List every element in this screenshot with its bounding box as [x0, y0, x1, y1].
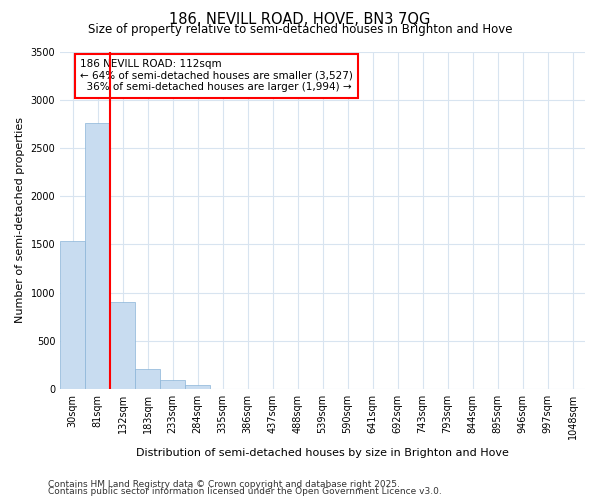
Text: Contains HM Land Registry data © Crown copyright and database right 2025.: Contains HM Land Registry data © Crown c…: [48, 480, 400, 489]
Bar: [85, 123, 110, 389]
Bar: [135, 370, 160, 389]
Bar: [160, 380, 185, 389]
Text: 186, NEVILL ROAD, HOVE, BN3 7QG: 186, NEVILL ROAD, HOVE, BN3 7QG: [169, 12, 431, 28]
Bar: [110, 302, 135, 389]
Bar: [185, 385, 210, 389]
Bar: [60, 242, 85, 389]
Text: 186 NEVILL ROAD: 112sqm
← 64% of semi-detached houses are smaller (3,527)
  36% : 186 NEVILL ROAD: 112sqm ← 64% of semi-de…: [80, 59, 353, 92]
Y-axis label: Number of semi-detached properties: Number of semi-detached properties: [15, 118, 25, 324]
Text: Contains public sector information licensed under the Open Government Licence v3: Contains public sector information licen…: [48, 487, 442, 496]
Text: Size of property relative to semi-detached houses in Brighton and Hove: Size of property relative to semi-detach…: [88, 22, 512, 36]
X-axis label: Distribution of semi-detached houses by size in Brighton and Hove: Distribution of semi-detached houses by …: [136, 448, 509, 458]
